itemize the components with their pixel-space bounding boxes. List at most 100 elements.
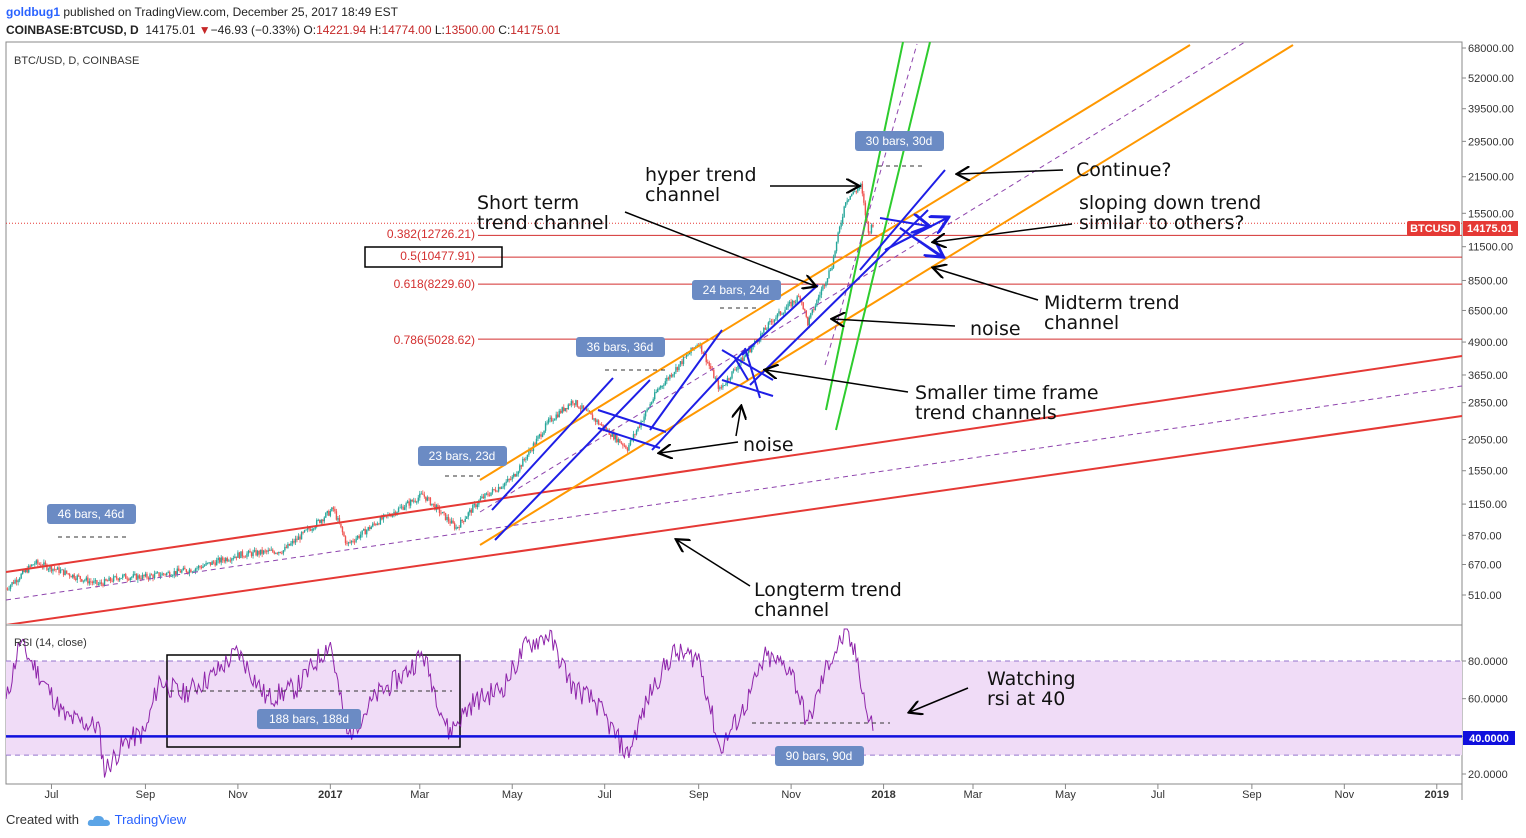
candle	[64, 570, 66, 576]
candle	[350, 540, 353, 543]
candle	[125, 574, 127, 579]
candle	[511, 476, 513, 480]
svg-text:188 bars, 188d: 188 bars, 188d	[269, 712, 349, 726]
candle	[634, 434, 636, 435]
candle	[725, 383, 727, 386]
candle	[635, 430, 638, 435]
time-tick-label: May	[1055, 789, 1076, 801]
time-tick-label: 2017	[318, 789, 342, 801]
candle	[228, 560, 230, 562]
candle	[831, 267, 833, 271]
candle	[141, 574, 144, 580]
candle	[808, 317, 810, 326]
candle	[747, 348, 750, 354]
candle	[582, 405, 585, 409]
candle	[87, 577, 89, 584]
candle	[284, 546, 286, 551]
candle	[44, 562, 47, 565]
candle	[825, 282, 827, 287]
time-tick-label: Jul	[44, 789, 58, 801]
candle	[494, 489, 497, 492]
candle	[423, 494, 426, 497]
bar-count-pill: 23 bars, 23d	[418, 446, 507, 466]
candle	[573, 403, 576, 405]
candle	[467, 512, 469, 517]
rsi-tick-label: 60.0000	[1468, 694, 1508, 706]
candle	[805, 310, 807, 317]
candle	[219, 557, 221, 563]
price-tick-label: 670.00	[1468, 559, 1502, 571]
candle	[403, 507, 406, 510]
candle	[311, 529, 313, 531]
candle	[722, 385, 724, 388]
author-link[interactable]: goldbug1	[6, 5, 60, 19]
candle	[597, 420, 600, 425]
candle	[261, 549, 263, 554]
price-tick-label: 52000.00	[1468, 73, 1514, 85]
candle	[173, 571, 175, 576]
candle	[849, 195, 851, 200]
candle	[575, 400, 577, 405]
candle	[611, 432, 613, 437]
candle	[340, 523, 342, 528]
candle	[852, 191, 854, 195]
symbol-header: COINBASE:BTCUSD, D 14175.01 ▼−46.93 (−0.…	[6, 22, 560, 38]
longterm-channel-lower	[6, 415, 1462, 624]
longterm-channel-upper	[6, 355, 1462, 573]
candle	[240, 551, 242, 559]
tradingview-link[interactable]: TradingView	[114, 812, 187, 827]
candle	[758, 340, 760, 342]
candle	[123, 574, 125, 576]
candle	[864, 202, 867, 216]
midterm-channel-upper	[479, 44, 1191, 481]
candle	[191, 571, 194, 573]
candle	[720, 387, 723, 389]
candle	[288, 543, 291, 546]
candle	[250, 552, 253, 557]
annotation-text: Longterm trend	[754, 579, 902, 601]
candle	[453, 523, 456, 529]
candle	[352, 540, 354, 542]
candle	[146, 573, 148, 578]
candle	[359, 534, 362, 538]
candle	[605, 427, 607, 431]
time-tick-label: Nov	[781, 789, 801, 801]
candle	[129, 577, 131, 581]
annotation-text: channel	[645, 184, 720, 206]
candle	[737, 365, 739, 370]
candle	[843, 206, 845, 217]
candle	[158, 572, 160, 577]
candle	[826, 278, 829, 283]
candle	[152, 575, 154, 579]
candle	[838, 227, 841, 233]
candle	[147, 577, 150, 579]
candle	[43, 562, 45, 567]
candle	[434, 503, 436, 510]
candle	[540, 434, 542, 437]
candle	[591, 414, 594, 420]
candle	[447, 517, 450, 522]
candle	[522, 458, 524, 467]
candle	[61, 569, 63, 571]
high-value: 14774.00	[381, 23, 432, 37]
candle	[646, 409, 648, 412]
candle	[279, 551, 282, 553]
candle	[731, 371, 733, 379]
candle	[869, 232, 871, 234]
annotation-text: trend channels	[915, 402, 1057, 424]
candle	[491, 489, 494, 493]
candle	[673, 372, 676, 375]
candle	[569, 404, 571, 406]
candle	[199, 566, 201, 568]
candle	[437, 505, 439, 508]
price-tick-label: 870.00	[1468, 530, 1502, 542]
candle	[566, 408, 568, 410]
candle	[208, 562, 210, 564]
candle	[159, 575, 162, 577]
candle	[222, 557, 224, 561]
candle	[452, 520, 454, 524]
candle	[708, 362, 710, 366]
candle	[309, 529, 312, 531]
candle	[14, 580, 16, 584]
